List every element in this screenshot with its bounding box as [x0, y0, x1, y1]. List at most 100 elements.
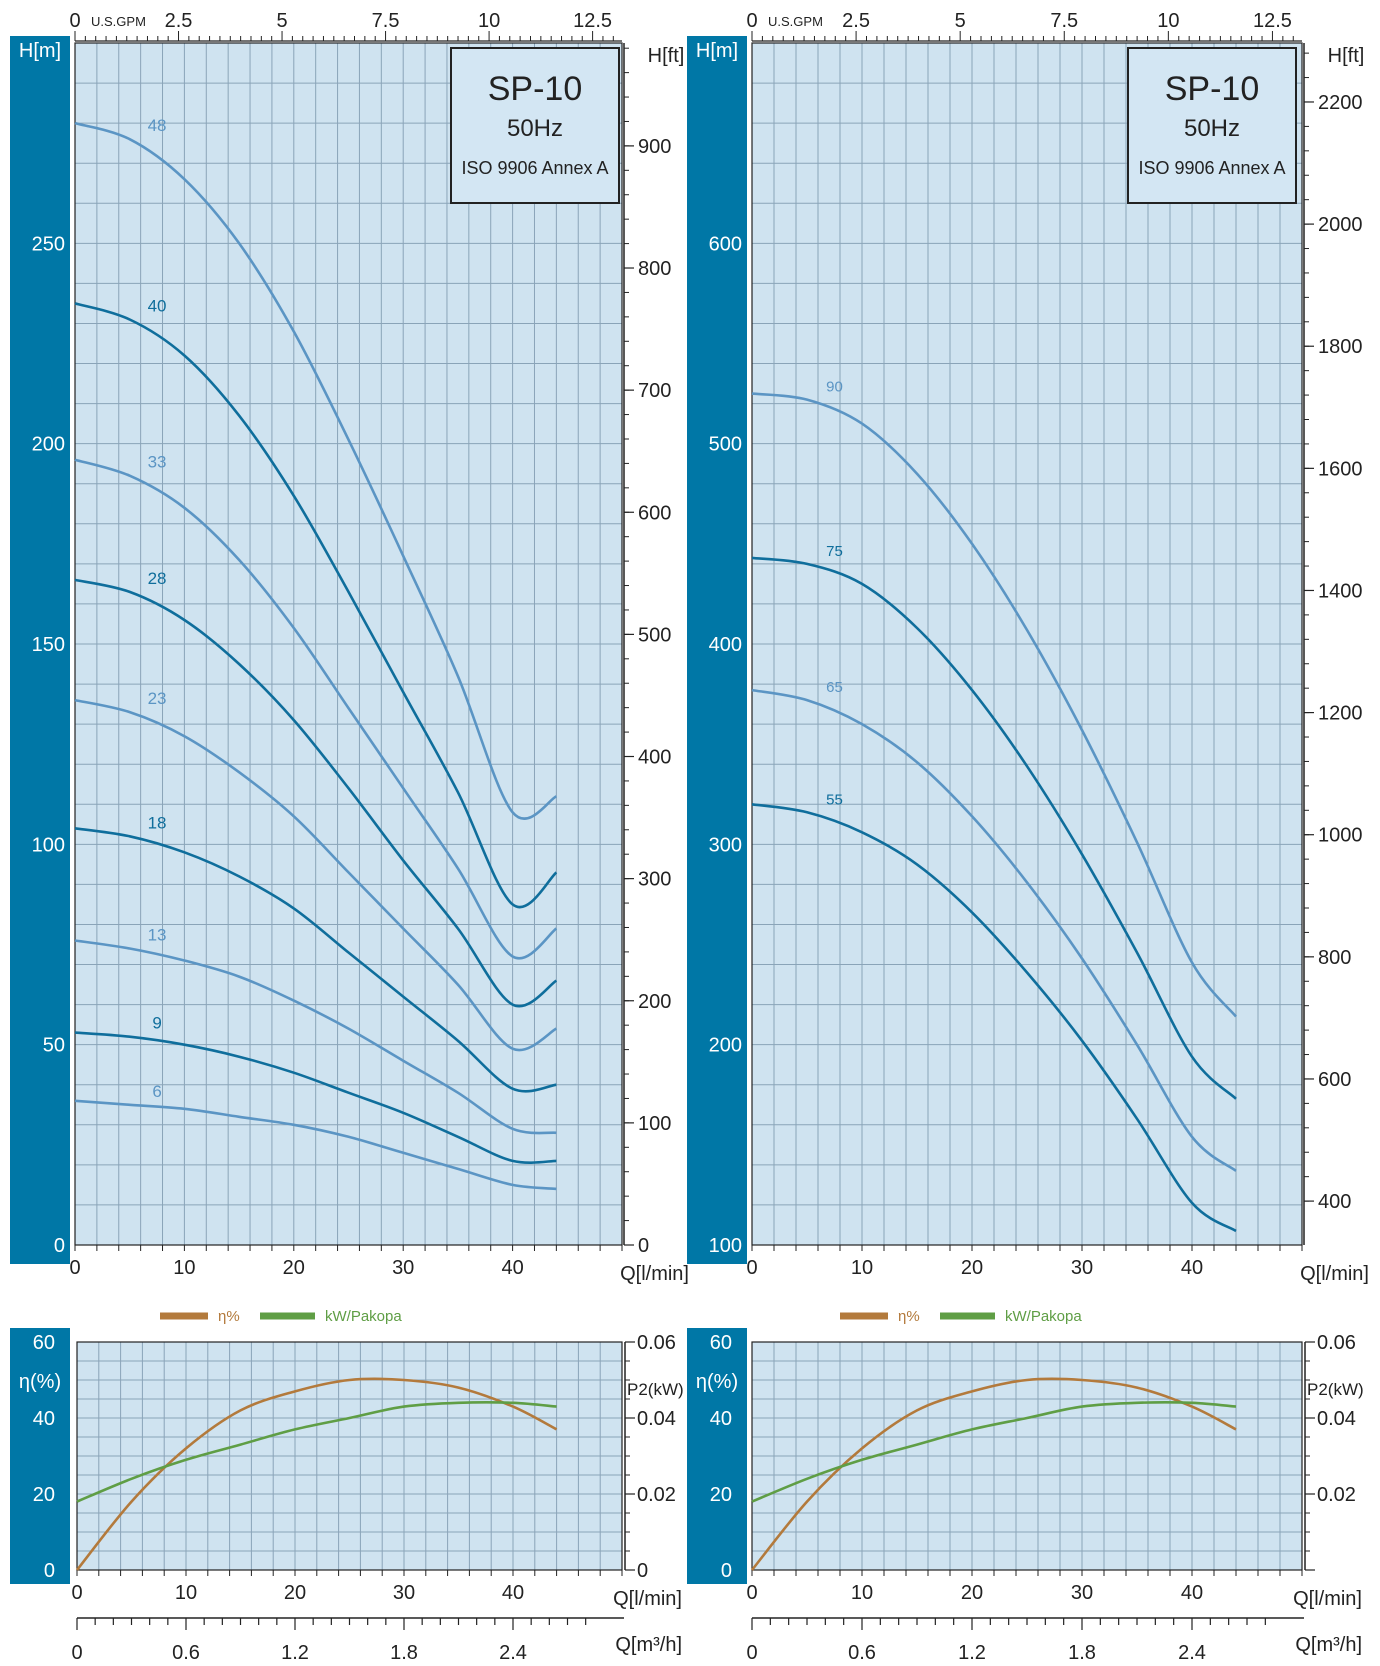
y-tick-label: 20 [710, 1484, 732, 1506]
x-axis-label: Q[l/min] [1293, 1588, 1362, 1610]
legend-label: kW/Pakopa [325, 1308, 402, 1325]
x-tick-label: 10 [851, 1582, 873, 1604]
y2-tick-label: 2200 [1318, 92, 1363, 114]
title-box [1127, 47, 1297, 204]
side-band [10, 1328, 70, 1584]
curve-label: 9 [152, 1014, 161, 1033]
x2-tick-label: 2.5 [842, 10, 870, 32]
x-tick-label: 20 [961, 1257, 983, 1279]
y2-tick-label: 100 [638, 1113, 671, 1135]
curve-label: 65 [826, 679, 843, 696]
x3-tick-label: 0 [746, 1642, 757, 1664]
y-tick-label: 300 [709, 834, 742, 856]
x-axis-label: Q[l/min] [613, 1588, 682, 1610]
x-tick-label: 0 [71, 1582, 82, 1604]
legend-label: kW/Pakopa [1005, 1308, 1082, 1325]
curve-label: 6 [152, 1082, 161, 1101]
head-curve-55 [751, 803, 1237, 1233]
curve-label: 18 [148, 813, 167, 832]
y2-tick-label: 0.06 [1317, 1332, 1356, 1354]
power-curve [751, 1401, 1237, 1503]
y2-axis-label: P2(kW) [627, 1380, 684, 1399]
y2-tick-label: 0.06 [637, 1332, 676, 1354]
x-tick-label: 0 [746, 1582, 757, 1604]
side-band [10, 36, 70, 1264]
head-curve-40 [74, 302, 558, 909]
plot-frame [751, 1341, 1303, 1571]
y-tick-label: 500 [709, 434, 742, 456]
y-tick-label: 100 [32, 834, 65, 856]
curve-label: 48 [148, 116, 167, 135]
curve-label: 23 [148, 689, 167, 708]
x2-tick-label: 10 [478, 10, 500, 32]
curve-label: 55 [826, 791, 843, 808]
y2-tick-label: 0 [638, 1235, 649, 1257]
y-tick-label: 200 [709, 1035, 742, 1057]
y2-tick-label: 0.02 [637, 1484, 676, 1506]
x-axis-label: Q[l/min] [1300, 1263, 1369, 1285]
head-curve-28 [74, 578, 558, 1008]
x3-tick-label: 0.6 [172, 1642, 200, 1664]
y-tick-label: 0 [54, 1235, 65, 1257]
y-tick-label: 100 [709, 1235, 742, 1257]
efficiency-curve [75, 1377, 558, 1571]
y-tick-label: 40 [33, 1408, 55, 1430]
legend-label: η% [898, 1308, 920, 1325]
x3-tick-label: 1.8 [390, 1642, 418, 1664]
y2-axis-label: P2(kW) [1307, 1380, 1364, 1399]
y-tick-label: 400 [709, 634, 742, 656]
x2-tick-label: 5 [276, 10, 287, 32]
y2-tick-label: 300 [638, 869, 671, 891]
curve-label: 90 [826, 379, 843, 396]
x3-tick-label: 0 [71, 1642, 82, 1664]
y2-tick-label: 700 [638, 380, 671, 402]
plot-frame [74, 42, 623, 1246]
x-tick-label: 10 [175, 1582, 197, 1604]
y2-tick-label: 0.04 [1317, 1408, 1356, 1430]
curve-label: 40 [148, 296, 167, 315]
y-tick-label: 60 [710, 1332, 732, 1354]
x2-tick-label: 5 [955, 10, 966, 32]
x2-tick-label: 12.5 [573, 10, 612, 32]
curve-label: 28 [148, 569, 167, 588]
y2-tick-label: 800 [638, 258, 671, 280]
y2-tick-label: 0 [637, 1560, 648, 1582]
x-tick-label: 30 [392, 1257, 414, 1279]
x-tick-label: 30 [1071, 1257, 1093, 1279]
x-tick-label: 30 [393, 1582, 415, 1604]
x3-tick-label: 2.4 [1178, 1642, 1206, 1664]
x-tick-label: 0 [69, 1257, 80, 1279]
x2-tick-label: 0 [69, 10, 80, 32]
x-tick-label: 40 [1181, 1257, 1203, 1279]
y-tick-label: 0 [721, 1560, 732, 1582]
x3-tick-label: 1.2 [281, 1642, 309, 1664]
plot-frame [76, 1341, 623, 1571]
x-axis-label: Q[l/min] [620, 1263, 689, 1285]
y-tick-label: 250 [32, 233, 65, 255]
head-curve-6 [74, 1099, 557, 1191]
y2-tick-label: 400 [638, 747, 671, 769]
standard-label: ISO 9906 Annex A [461, 158, 608, 178]
x-tick-label: 10 [173, 1257, 195, 1279]
y2-axis-label: H[ft] [648, 45, 685, 67]
head-chart-left: H[m]050100150200250010020030040050060070… [10, 10, 689, 1285]
y-tick-label: 600 [709, 233, 742, 255]
head-curve-23 [74, 698, 558, 1052]
x3-tick-label: 1.2 [958, 1642, 986, 1664]
y-axis-label: η(%) [19, 1371, 61, 1393]
x2-tick-label: 7.5 [372, 10, 400, 32]
y2-tick-label: 500 [638, 624, 671, 646]
model-title: SP-10 [1165, 70, 1260, 108]
x-tick-label: 30 [1071, 1582, 1093, 1604]
x-tick-label: 40 [1181, 1582, 1203, 1604]
y2-tick-label: 600 [638, 502, 671, 524]
x2-tick-label: 12.5 [1253, 10, 1292, 32]
head-curve-13 [74, 939, 557, 1135]
x-tick-label: 40 [502, 1582, 524, 1604]
x2-axis-label: U.S.GPM [768, 14, 823, 29]
head-curve-75 [751, 556, 1237, 1100]
curve-label: 13 [148, 926, 167, 945]
standard-label: ISO 9906 Annex A [1138, 158, 1285, 178]
y2-tick-label: 1800 [1318, 336, 1363, 358]
